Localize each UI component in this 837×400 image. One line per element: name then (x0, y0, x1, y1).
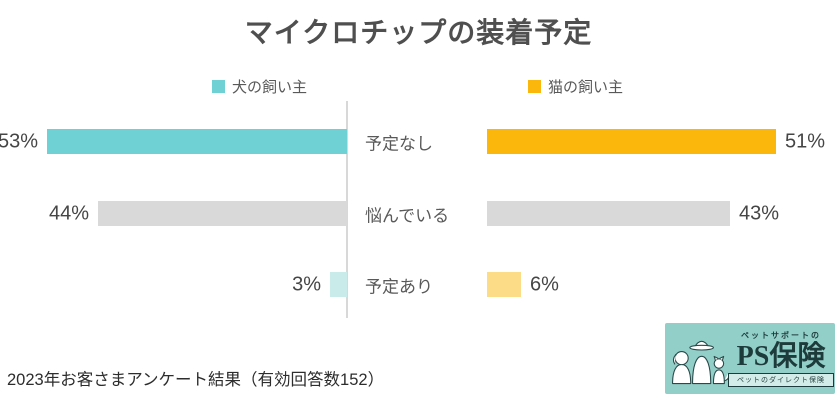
category-label: 予定あり (365, 277, 433, 296)
category-label: 悩んでいる (365, 206, 450, 225)
cat-value-label: 6% (530, 273, 559, 295)
legend-cat-swatch (528, 80, 541, 93)
chart-row-1: 53% 予定なし 51% (0, 129, 837, 154)
cat-value-label: 43% (739, 202, 780, 224)
legend-cat-owners: 猫の飼い主 (528, 76, 623, 97)
logo-text-block: ペットサポートの PS保険 ペットのダイレクト保険 (728, 330, 834, 387)
chart-row-2: 44% 悩んでいる 43% (0, 201, 837, 226)
legend-dog-owners: 犬の飼い主 (212, 76, 307, 97)
logo-tagline-top: ペットサポートの (741, 331, 821, 341)
dog-bar (98, 201, 347, 226)
dog-bar (330, 272, 347, 297)
chart-row-3: 3% 予定あり 6% (0, 272, 837, 297)
chart-title: マイクロチップの装着予定 (244, 17, 593, 48)
cat-value-label: 51% (785, 130, 826, 152)
cat-bar (487, 201, 730, 226)
source-note: 2023年お客さまアンケート結果（有効回答数152） (7, 371, 385, 389)
dog-value-label: 53% (0, 130, 38, 152)
cat-bar (487, 129, 776, 154)
logo-brand-name: PS保険 (736, 341, 826, 373)
dog-bar (47, 129, 347, 154)
category-label: 予定なし (365, 134, 433, 153)
legend-dog-swatch (212, 80, 225, 93)
dog-value-label: 3% (292, 273, 321, 295)
legend-dog-label: 犬の飼い主 (232, 79, 308, 96)
logo-tagline-bottom: ペットのダイレクト保険 (728, 372, 834, 387)
center-axis-line (346, 101, 348, 318)
person-dog-cat-illustration (672, 340, 728, 384)
ps-insurance-logo: ペットサポートの PS保険 ペットのダイレクト保険 (665, 323, 835, 394)
dog-value-label: 44% (48, 202, 89, 224)
cat-bar (487, 272, 521, 297)
legend-cat-label: 猫の飼い主 (548, 79, 624, 96)
